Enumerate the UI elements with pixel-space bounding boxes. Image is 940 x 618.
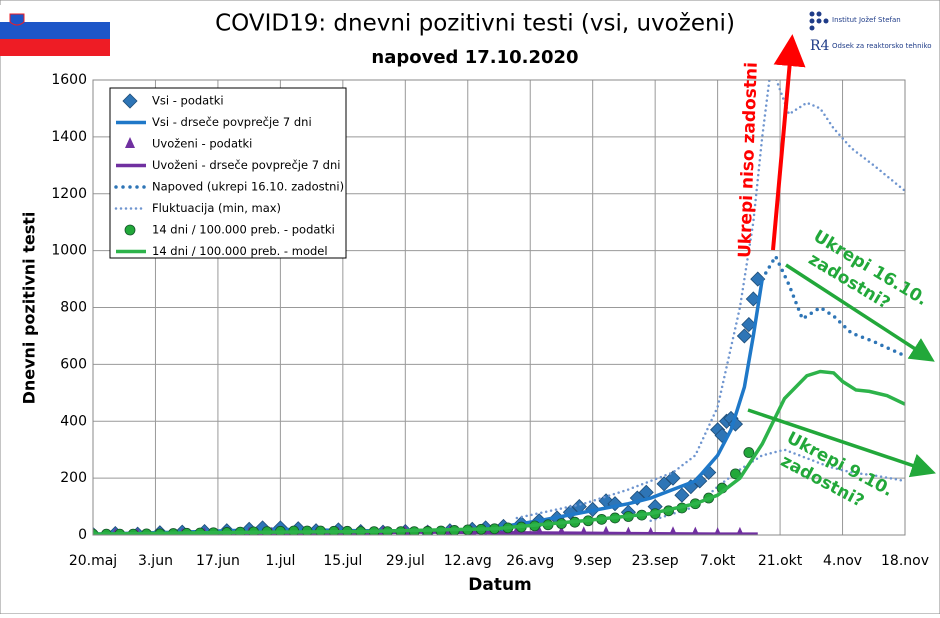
- circle-marker: [730, 468, 741, 480]
- y-tick-label: 1400: [51, 129, 87, 145]
- arrow: [771, 34, 806, 251]
- diamond-marker: [607, 496, 623, 512]
- diamond-marker: [674, 487, 690, 503]
- x-tick-label: 4.nov: [823, 553, 862, 569]
- y-tick-label: 0: [78, 527, 87, 543]
- legend-box: [109, 87, 347, 259]
- plot-area: [93, 80, 905, 535]
- x-tick-label: 21.okt: [758, 553, 803, 569]
- arrow: [747, 408, 936, 478]
- legend-label: 14 dni / 100.000 preb. - model: [152, 244, 328, 258]
- y-tick-label: 1600: [51, 72, 87, 88]
- logo: [809, 11, 829, 31]
- x-tick-label: 18.nov: [881, 553, 929, 569]
- legend-label: Uvoženi - drseče povprečje 7 dni: [152, 158, 340, 172]
- x-tick-label: 9.sep: [574, 553, 612, 569]
- x-tick-label: 1.jul: [265, 553, 295, 569]
- circle-marker: [124, 224, 136, 236]
- diamond-marker: [750, 271, 766, 287]
- legend-label: Vsi - drseče povprečje 7 dni: [152, 115, 312, 129]
- arrow: [785, 263, 935, 362]
- y-axis-label: Dnevni pozitivni testi: [20, 212, 39, 405]
- plot-border: [92, 79, 906, 536]
- y-tick-label: 200: [60, 470, 87, 486]
- y-tick-label: 1200: [51, 186, 87, 202]
- legend-label: Fluktuacija (min, max): [152, 201, 281, 215]
- x-tick-label: 20.maj: [69, 553, 117, 569]
- circle-marker: [743, 447, 755, 458]
- flag: [0, 5, 110, 56]
- legend: Vsi - podatki Vsi - drseče povprečje 7 dn…: [109, 87, 347, 259]
- y-tick-label: 600: [60, 356, 87, 372]
- x-tick-label: 29.jul: [386, 553, 425, 569]
- diamond-marker: [122, 93, 138, 109]
- y-tick-label: 1000: [51, 243, 87, 259]
- x-axis-label: Datum: [468, 575, 532, 595]
- logo-mark: R4: [810, 38, 830, 54]
- series-line: [93, 369, 905, 535]
- institute: Institut Jožef Stefan: [832, 16, 901, 24]
- y-tick-label: 800: [60, 300, 87, 316]
- chart-title: COVID19: dnevni pozitivni testi (vsi, uv…: [215, 11, 735, 37]
- x-tick-label: 23.sep: [632, 553, 679, 569]
- x-tick-label: 26.avg: [506, 553, 554, 569]
- x-tick-label: 17.jun: [196, 553, 240, 569]
- diamond-marker: [665, 470, 681, 486]
- x-tick-label: 12.avg: [444, 553, 492, 569]
- series-line: [515, 80, 905, 520]
- y-tick-label: 400: [60, 413, 87, 429]
- x-tick-label: 3.jun: [138, 553, 173, 569]
- diamond-marker: [741, 316, 757, 333]
- diamond-marker: [714, 427, 730, 444]
- department: Odsek za reaktorsko tehniko: [832, 42, 932, 50]
- series-line: [649, 448, 905, 523]
- triangle-marker: [125, 137, 135, 148]
- diamond-marker: [656, 476, 672, 492]
- legend-label: Uvoženi - podatki: [152, 137, 252, 151]
- x-tick-label: 15.jul: [323, 553, 362, 569]
- x-tick-label: 7.okt: [700, 553, 736, 569]
- legend-label: Vsi - podatki: [152, 94, 224, 108]
- legend-label: 14 dni / 100.000 preb. - podatki: [152, 223, 335, 237]
- chart-subtitle: napoved 17.10.2020: [371, 47, 578, 68]
- legend-label: Napoved (ukrepi 16.10. zadostni): [152, 180, 344, 194]
- diamond-marker: [736, 328, 752, 344]
